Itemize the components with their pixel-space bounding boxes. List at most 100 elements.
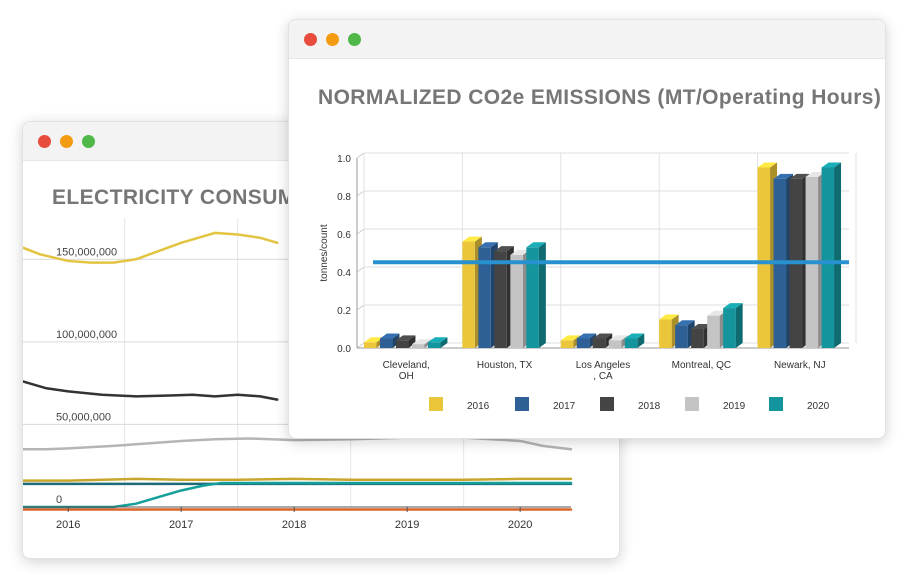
bar-front bbox=[659, 319, 672, 348]
emissions-bar-chart: 0.0 0.2 0.4 0.6 0.8 1.0 tonnes/count Cleveland,… bbox=[319, 152, 857, 412]
x-tick-label: 2018 bbox=[282, 519, 306, 531]
bar-front bbox=[379, 338, 393, 348]
x-tick-label: 2016 bbox=[56, 519, 80, 531]
bar-front bbox=[427, 342, 441, 348]
legend-item: 2018 bbox=[600, 397, 661, 412]
bar-top bbox=[757, 162, 778, 168]
gridline-side bbox=[356, 190, 365, 197]
legend-label: 2020 bbox=[807, 401, 830, 412]
bar-top bbox=[379, 333, 400, 339]
legend-label: 2016 bbox=[467, 401, 490, 412]
y-tick-label: 0.0 bbox=[337, 344, 351, 355]
bar-front bbox=[494, 251, 507, 348]
x-tick-label: Montreal, QC bbox=[672, 360, 731, 371]
bar-front bbox=[478, 247, 491, 348]
bar-top bbox=[560, 335, 581, 341]
bar-side bbox=[440, 337, 448, 348]
bar-front bbox=[411, 344, 425, 348]
emissions-window: NORMALIZED CO2e EMISSIONS (MT/Operating … bbox=[288, 19, 886, 439]
bar bbox=[723, 303, 743, 348]
bar-top bbox=[675, 320, 695, 326]
bar-top bbox=[462, 236, 482, 242]
close-window-button[interactable] bbox=[38, 135, 51, 148]
legend-swatch bbox=[515, 397, 529, 411]
maximize-window-button[interactable] bbox=[348, 33, 361, 46]
x-tick-label: OH bbox=[399, 371, 414, 382]
minimize-window-button[interactable] bbox=[60, 135, 73, 148]
x-tick-label: Newark, NJ bbox=[774, 360, 826, 371]
x-tick-label: , CA bbox=[593, 371, 613, 382]
bar-front bbox=[395, 340, 409, 348]
bar-top bbox=[494, 246, 514, 252]
legend-swatch bbox=[685, 397, 699, 411]
gridline-side bbox=[356, 228, 365, 235]
bar-front bbox=[757, 167, 771, 348]
minimize-window-button[interactable] bbox=[326, 33, 339, 46]
legend-item: 2020 bbox=[769, 397, 830, 412]
y-tick-label: 1.0 bbox=[337, 154, 351, 165]
bar-front bbox=[560, 340, 574, 348]
x-tick-label: 2020 bbox=[508, 519, 532, 531]
gridline-side bbox=[356, 266, 365, 273]
bar-top bbox=[659, 314, 679, 320]
series-line bbox=[23, 481, 573, 509]
bar-side bbox=[538, 242, 546, 348]
gridline-side bbox=[356, 152, 365, 159]
legend-item: 2017 bbox=[515, 397, 576, 412]
bar bbox=[427, 337, 448, 348]
bar bbox=[821, 162, 842, 348]
bar bbox=[526, 242, 546, 348]
legend: 2016 2017 2018 2019 2020 bbox=[429, 397, 830, 412]
x-tick-label: Houston, TX bbox=[477, 360, 533, 371]
y-tick-label: 0.4 bbox=[337, 268, 351, 279]
maximize-window-button[interactable] bbox=[82, 135, 95, 148]
x-tick-label: Cleveland, bbox=[383, 360, 430, 371]
series-line bbox=[23, 231, 279, 264]
close-window-button[interactable] bbox=[304, 33, 317, 46]
bar-side bbox=[408, 335, 416, 348]
x-tick-label: 2019 bbox=[395, 519, 419, 531]
bar-top bbox=[805, 172, 826, 177]
bar-top bbox=[821, 162, 842, 168]
legend-item: 2016 bbox=[429, 397, 490, 412]
y-tick-label: 0.6 bbox=[337, 230, 351, 241]
gridline-side bbox=[356, 304, 365, 311]
bar-front bbox=[707, 315, 720, 348]
bar-top bbox=[789, 173, 810, 179]
series-line bbox=[23, 380, 279, 401]
chart-title: ELECTRICITY CONSUMPTION bbox=[52, 186, 362, 209]
bar-side bbox=[735, 303, 743, 348]
x-tick-label: Los Angeles bbox=[576, 360, 631, 371]
bar-front bbox=[462, 241, 475, 348]
y-tick-label: 0.8 bbox=[337, 192, 351, 203]
bar-front bbox=[510, 254, 523, 348]
y-axis-label: tonnes/count bbox=[319, 224, 330, 281]
y-tick-label: 0 bbox=[56, 494, 62, 506]
x-tick-label: 2017 bbox=[169, 519, 193, 531]
bar-top bbox=[608, 335, 629, 341]
bar-front bbox=[624, 338, 638, 348]
y-tick-label: 50,000,000 bbox=[56, 411, 111, 423]
bar-top bbox=[510, 249, 530, 255]
bar-front bbox=[363, 342, 377, 348]
bar-top bbox=[592, 333, 613, 339]
bar-top bbox=[478, 242, 498, 248]
bar-side bbox=[834, 162, 842, 348]
legend-swatch bbox=[769, 397, 783, 411]
legend-swatch bbox=[429, 397, 443, 411]
y-tick-label: 0.2 bbox=[337, 306, 351, 317]
legend-label: 2019 bbox=[723, 401, 746, 412]
y-tick-label: 150,000,000 bbox=[56, 246, 117, 258]
bar-top bbox=[395, 335, 416, 341]
series-line bbox=[23, 477, 573, 482]
bar-front bbox=[526, 247, 539, 348]
plot-area: 0.0 0.2 0.4 0.6 0.8 1.0 tonnes/count Cleveland,… bbox=[319, 152, 857, 382]
bar-front bbox=[608, 340, 622, 348]
bar-front bbox=[821, 167, 835, 348]
bar-top bbox=[427, 337, 448, 343]
bar-front bbox=[691, 329, 704, 348]
legend-label: 2017 bbox=[553, 401, 576, 412]
legend-item: 2019 bbox=[685, 397, 746, 412]
bar-top bbox=[624, 333, 645, 339]
bar-top bbox=[411, 339, 432, 345]
